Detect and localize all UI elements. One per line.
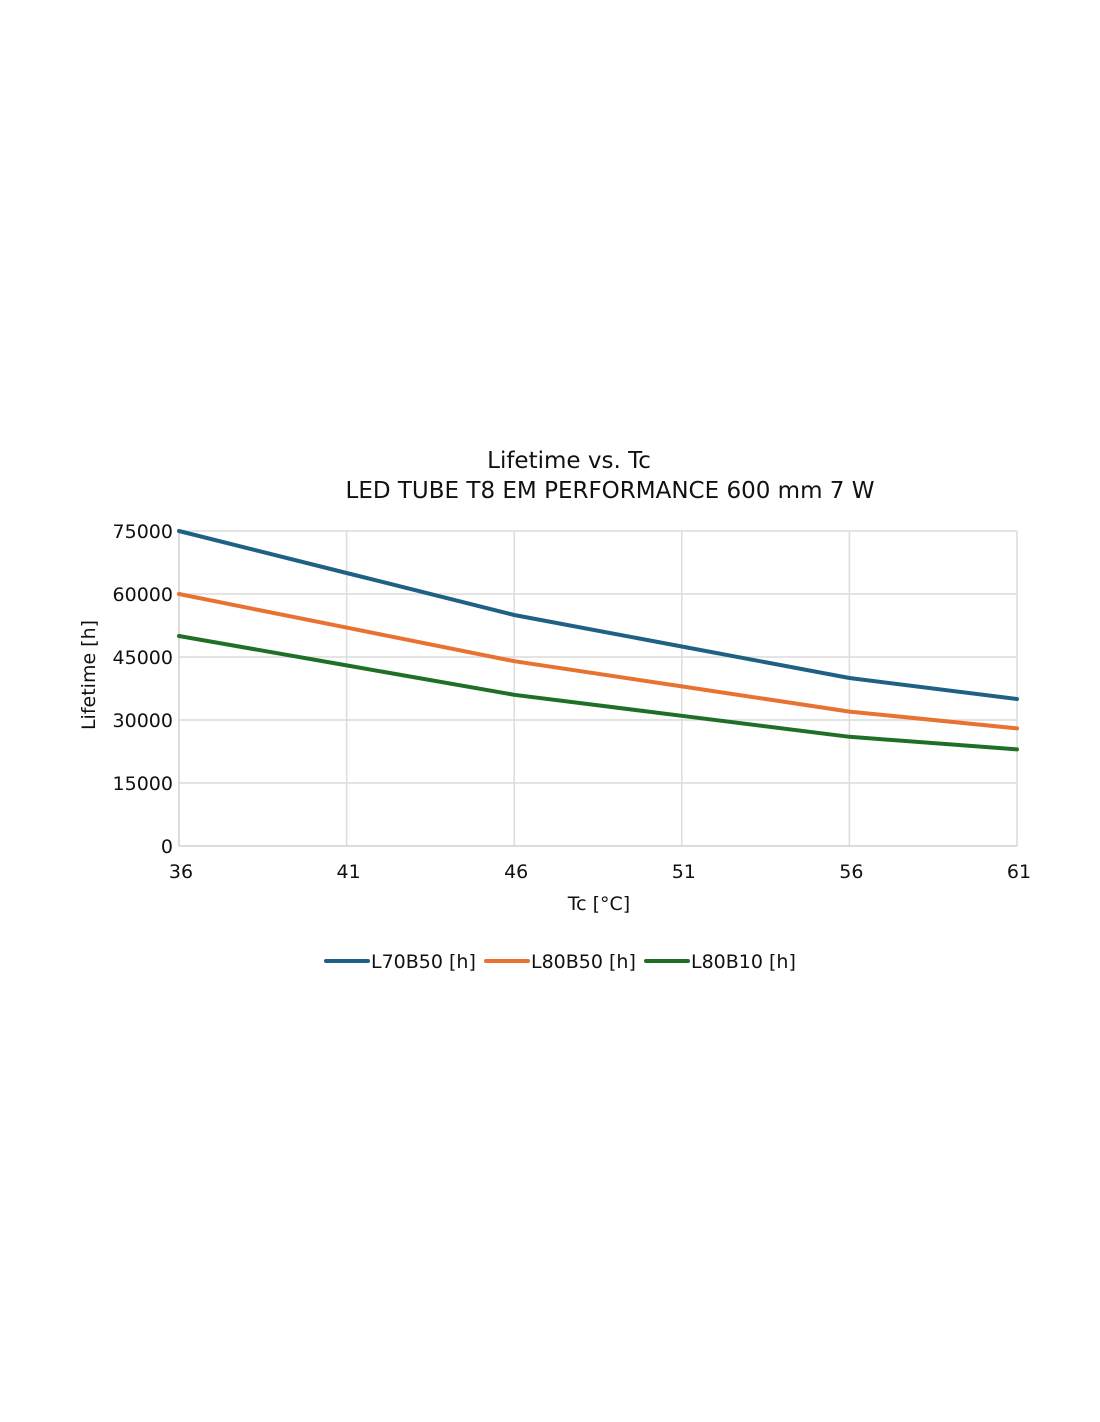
legend-label: L80B50 [h] <box>531 951 636 973</box>
y-tick-label: 45000 <box>113 647 173 669</box>
grid <box>179 530 1018 846</box>
x-tick-label: 51 <box>672 861 696 883</box>
legend-label: L70B50 [h] <box>371 951 476 973</box>
x-tick-label: 56 <box>839 861 863 883</box>
x-tick-label: 46 <box>504 861 528 883</box>
y-tick-label: 60000 <box>113 584 173 606</box>
x-tick-label: 61 <box>1007 861 1031 883</box>
legend: L70B50 [h] L80B50 [h] L80B10 [h] <box>324 951 796 973</box>
legend-label: L80B10 [h] <box>691 951 796 973</box>
x-tick-label: 41 <box>337 861 361 883</box>
y-tick-label: 30000 <box>113 710 173 732</box>
y-axis-label: Lifetime [h] <box>78 620 100 730</box>
x-tick-label: 36 <box>169 861 193 883</box>
y-tick-label: 0 <box>161 836 173 858</box>
y-tick-label: 75000 <box>113 521 173 543</box>
y-tick-label: 15000 <box>113 773 173 795</box>
axes <box>178 531 1017 847</box>
chart-title: Lifetime vs. Tc <box>487 448 651 474</box>
series-line <box>177 634 1019 752</box>
chart-subtitle: LED TUBE T8 EM PERFORMANCE 600 mm 7 W <box>346 478 875 504</box>
series-line <box>177 529 1019 701</box>
series-lines <box>177 529 1019 752</box>
series-line <box>177 592 1019 731</box>
tick-labels: 0 15000 30000 45000 60000 75000 36 41 46 51 56 61 <box>113 521 1032 883</box>
x-axis-label: Tc [°C] <box>567 893 630 915</box>
